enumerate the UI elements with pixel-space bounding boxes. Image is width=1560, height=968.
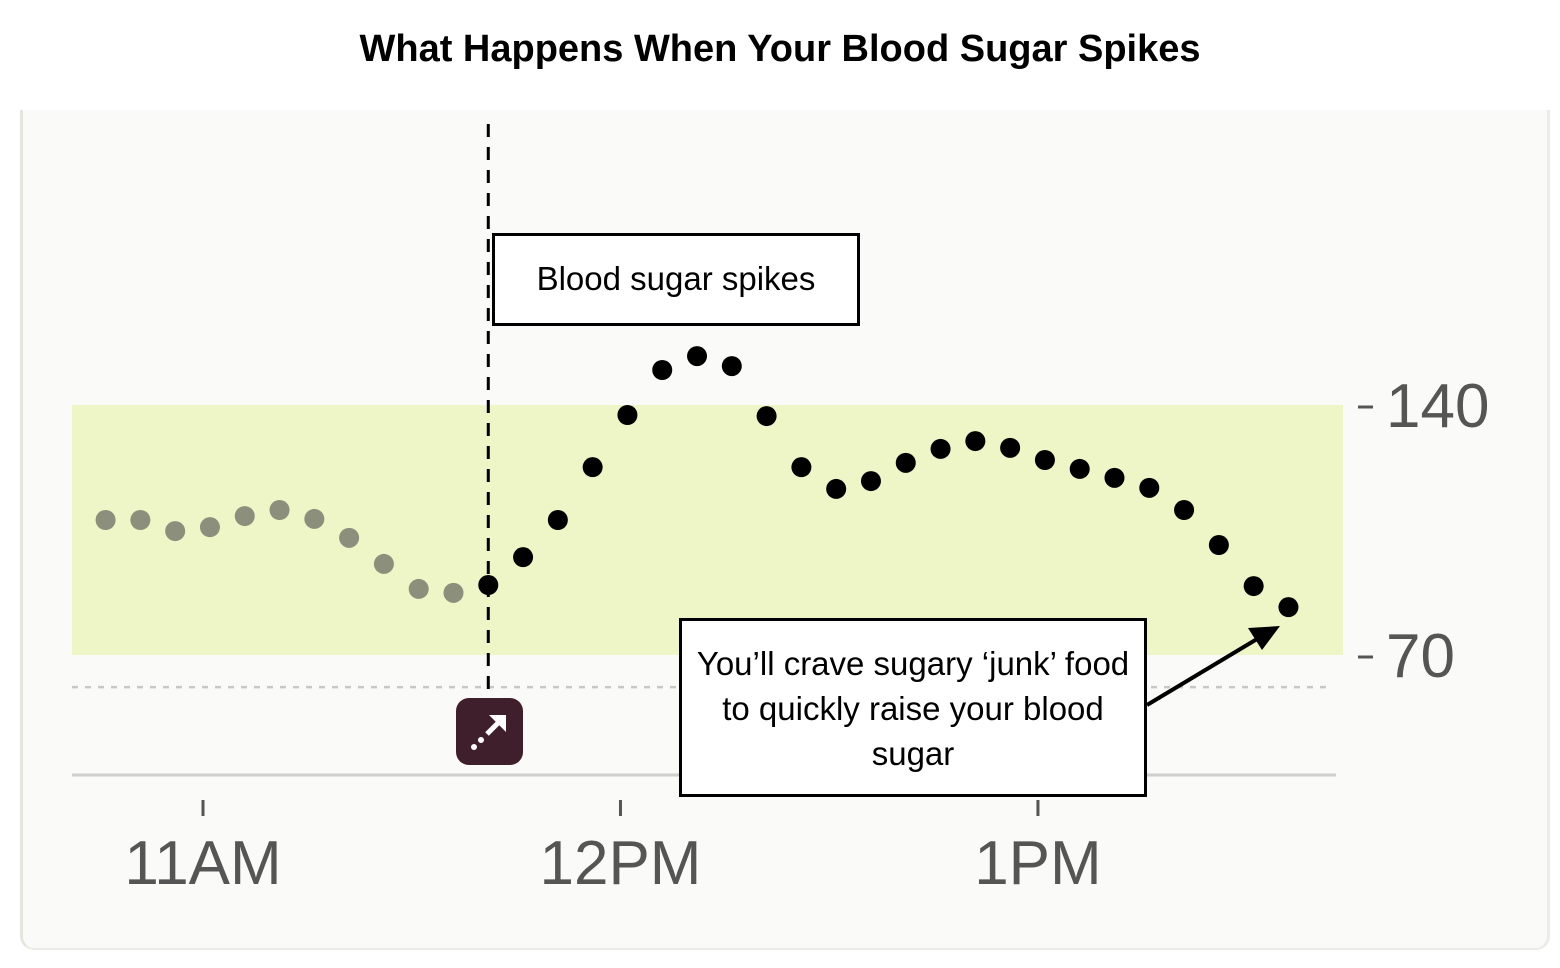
data-point-after [1000, 437, 1021, 458]
data-point-before [339, 527, 360, 548]
expand-arrow-icon[interactable] [456, 698, 523, 765]
data-point-after [1139, 477, 1160, 498]
data-point-before [130, 510, 151, 531]
data-point-after [513, 547, 534, 568]
data-point-after [965, 431, 986, 452]
data-point-after [652, 360, 673, 381]
data-point-after [687, 346, 708, 367]
data-point-after [1208, 535, 1229, 556]
data-point-before [304, 508, 325, 529]
data-point-after [1069, 458, 1090, 479]
data-point-after [791, 457, 812, 478]
data-point-after [1034, 450, 1055, 471]
data-point-after [895, 452, 916, 473]
data-point-after [582, 457, 603, 478]
data-point-before [443, 582, 464, 603]
data-point-before [234, 506, 255, 527]
data-point-after [756, 406, 777, 427]
annotation-arrow [1145, 634, 1264, 707]
data-point-after [1104, 467, 1125, 488]
data-point-after [1278, 597, 1299, 618]
data-point-before [199, 517, 220, 538]
data-point-after [547, 510, 568, 531]
data-point-after [1243, 576, 1264, 597]
data-point-before [408, 578, 429, 599]
chart-title: What Happens When Your Blood Sugar Spike… [359, 28, 1201, 70]
target-range-band [72, 405, 1343, 655]
data-point-after [860, 471, 881, 492]
y-tick-label: 140 [1386, 372, 1489, 441]
data-point-after [826, 478, 847, 499]
x-tick-label: 1PM [974, 829, 1101, 898]
data-point-after [721, 356, 742, 377]
x-tick-label: 11AM [124, 829, 281, 898]
data-point-before [269, 500, 290, 521]
x-tick-label: 12PM [539, 829, 701, 898]
data-point-after [1174, 500, 1195, 521]
data-point-after [930, 438, 951, 459]
annotation-crave: You’ll crave sugary ‘junk’ food to quick… [679, 618, 1147, 797]
annotation-arrow-head [1248, 626, 1280, 650]
annotation-spike: Blood sugar spikes [492, 233, 860, 326]
data-point-after [478, 575, 499, 596]
data-point-before [165, 521, 186, 542]
data-point-before [95, 510, 116, 531]
y-tick-label: 70 [1386, 622, 1455, 691]
data-point-before [373, 553, 394, 574]
data-point-after [617, 405, 638, 426]
